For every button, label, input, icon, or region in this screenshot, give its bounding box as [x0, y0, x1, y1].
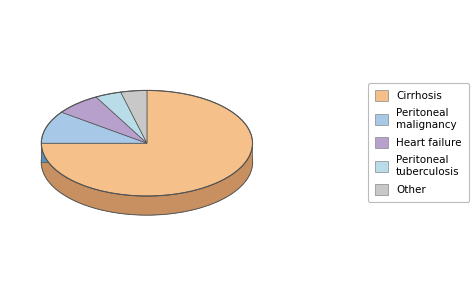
PathPatch shape [41, 90, 253, 196]
Polygon shape [41, 143, 147, 162]
Legend: Cirrhosis, Peritoneal
malignancy, Heart failure, Peritoneal
tuberculosis, Other: Cirrhosis, Peritoneal malignancy, Heart … [368, 83, 469, 202]
Ellipse shape [41, 109, 253, 215]
PathPatch shape [121, 90, 147, 143]
PathPatch shape [62, 97, 147, 143]
Polygon shape [41, 143, 253, 215]
PathPatch shape [96, 92, 147, 143]
Polygon shape [41, 143, 147, 162]
PathPatch shape [41, 112, 147, 143]
